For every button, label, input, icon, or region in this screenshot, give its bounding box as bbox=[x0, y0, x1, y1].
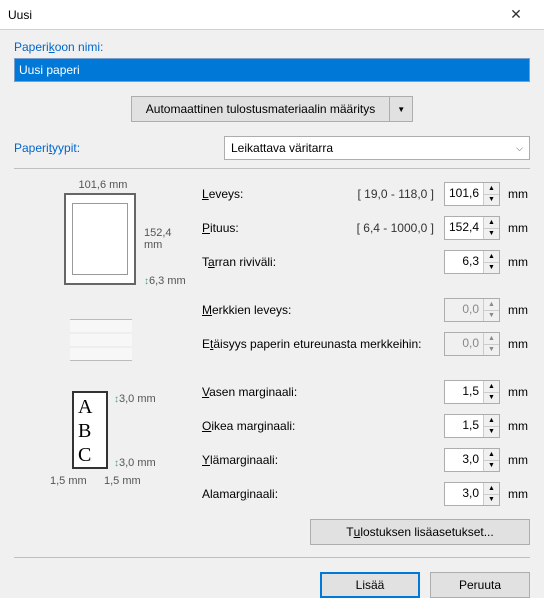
print-settings-button[interactable]: Tulostuksen lisäasetukset... bbox=[310, 519, 530, 545]
form-column: Leveys: [ 19,0 - 118,0 ] 101,6 ▲▼ mm Pit… bbox=[202, 179, 530, 545]
unit-label: mm bbox=[500, 453, 530, 467]
window-title: Uusi bbox=[8, 8, 496, 22]
spin-up-icon[interactable]: ▲ bbox=[484, 183, 499, 195]
dim-margin-left: 1,5 mm bbox=[50, 475, 87, 487]
paper-diagram bbox=[64, 193, 136, 285]
marginleft-input[interactable]: 1,5 ▲▼ bbox=[444, 380, 500, 404]
titlebar: Uusi ✕ bbox=[0, 0, 544, 30]
markoffset-input: 0,0 ▲▼ bbox=[444, 332, 500, 356]
chevron-down-icon: ⌵ bbox=[516, 143, 523, 154]
dim-height: 152,4 mm bbox=[144, 227, 192, 251]
spin-down-icon[interactable]: ▼ bbox=[484, 195, 499, 206]
add-button[interactable]: Lisää bbox=[320, 572, 420, 598]
spin-down-icon[interactable]: ▼ bbox=[484, 461, 499, 472]
dim-gap: ↕6,3 mm bbox=[144, 275, 186, 287]
marks-diagram bbox=[70, 319, 132, 361]
length-range: [ 6,4 - 1000,0 ] bbox=[357, 221, 434, 235]
markwidth-label: Merkkien leveys: bbox=[202, 303, 444, 317]
marginbottom-label: Alamarginaali: bbox=[202, 487, 444, 501]
spin-down-icon[interactable]: ▼ bbox=[484, 427, 499, 438]
name-label: Paperikoon nimi: bbox=[14, 40, 530, 54]
unit-label: mm bbox=[500, 255, 530, 269]
margintop-label: Ylämarginaali: bbox=[202, 453, 444, 467]
cancel-button[interactable]: Peruuta bbox=[430, 572, 530, 598]
dim-margin-top: ↕3,0 mm bbox=[114, 393, 156, 405]
spin-down-icon[interactable]: ▼ bbox=[484, 229, 499, 240]
spin-up-icon: ▲ bbox=[484, 299, 499, 311]
length-input[interactable]: 152,4 ▲▼ bbox=[444, 216, 500, 240]
unit-label: mm bbox=[500, 487, 530, 501]
spin-down-icon[interactable]: ▼ bbox=[484, 263, 499, 274]
unit-label: mm bbox=[500, 187, 530, 201]
paper-type-value: Leikattava väritarra bbox=[231, 141, 333, 155]
marginleft-label: Vasen marginaali: bbox=[202, 385, 444, 399]
length-label: Pituus: bbox=[202, 221, 357, 235]
divider bbox=[14, 168, 530, 169]
spin-up-icon[interactable]: ▲ bbox=[484, 449, 499, 461]
spin-up-icon[interactable]: ▲ bbox=[484, 415, 499, 427]
abc-diagram: ABC bbox=[72, 391, 108, 469]
rowgap-input[interactable]: 6,3 ▲▼ bbox=[444, 250, 500, 274]
marginright-input[interactable]: 1,5 ▲▼ bbox=[444, 414, 500, 438]
spin-down-icon[interactable]: ▼ bbox=[484, 495, 499, 506]
markoffset-label: Etäisyys paperin etureunasta merkkeihin: bbox=[202, 337, 444, 351]
close-icon[interactable]: ✕ bbox=[496, 1, 536, 29]
auto-media-button[interactable]: Automaattinen tulostusmateriaalin määrit… bbox=[131, 96, 413, 122]
spin-down-icon: ▼ bbox=[484, 311, 499, 322]
paper-type-select[interactable]: Leikattava väritarra ⌵ bbox=[224, 136, 530, 160]
paper-types-label: Paperityypit: bbox=[14, 141, 224, 155]
spin-down-icon: ▼ bbox=[484, 345, 499, 356]
dim-margin-right: 1,5 mm bbox=[104, 475, 141, 487]
rowgap-label: Tarran riviväli: bbox=[202, 255, 444, 269]
markwidth-input: 0,0 ▲▼ bbox=[444, 298, 500, 322]
diagram-column: 101,6 mm 152,4 mm ↕6,3 mm ABC ↕3,0 mm ↕3… bbox=[14, 179, 202, 545]
spin-up-icon[interactable]: ▲ bbox=[484, 381, 499, 393]
chevron-down-icon[interactable]: ▼ bbox=[390, 97, 412, 121]
unit-label: mm bbox=[500, 337, 530, 351]
width-label: Leveys: bbox=[202, 187, 358, 201]
spin-up-icon[interactable]: ▲ bbox=[484, 483, 499, 495]
marginbottom-input[interactable]: 3,0 ▲▼ bbox=[444, 482, 500, 506]
spin-up-icon: ▲ bbox=[484, 333, 499, 345]
unit-label: mm bbox=[500, 385, 530, 399]
unit-label: mm bbox=[500, 303, 530, 317]
dim-margin-bottom: ↕3,0 mm bbox=[114, 457, 156, 469]
auto-media-label: Automaattinen tulostusmateriaalin määrit… bbox=[132, 97, 390, 121]
width-range: [ 19,0 - 118,0 ] bbox=[358, 187, 435, 201]
unit-label: mm bbox=[500, 419, 530, 433]
dialog-content: Paperikoon nimi: Automaattinen tulostusm… bbox=[0, 30, 544, 577]
dim-width: 101,6 mm bbox=[14, 179, 192, 191]
spin-up-icon[interactable]: ▲ bbox=[484, 251, 499, 263]
spin-up-icon[interactable]: ▲ bbox=[484, 217, 499, 229]
unit-label: mm bbox=[500, 221, 530, 235]
margintop-input[interactable]: 3,0 ▲▼ bbox=[444, 448, 500, 472]
paper-name-input[interactable] bbox=[14, 58, 530, 82]
width-input[interactable]: 101,6 ▲▼ bbox=[444, 182, 500, 206]
spin-down-icon[interactable]: ▼ bbox=[484, 393, 499, 404]
divider bbox=[14, 557, 530, 558]
marginright-label: Oikea marginaali: bbox=[202, 419, 444, 433]
